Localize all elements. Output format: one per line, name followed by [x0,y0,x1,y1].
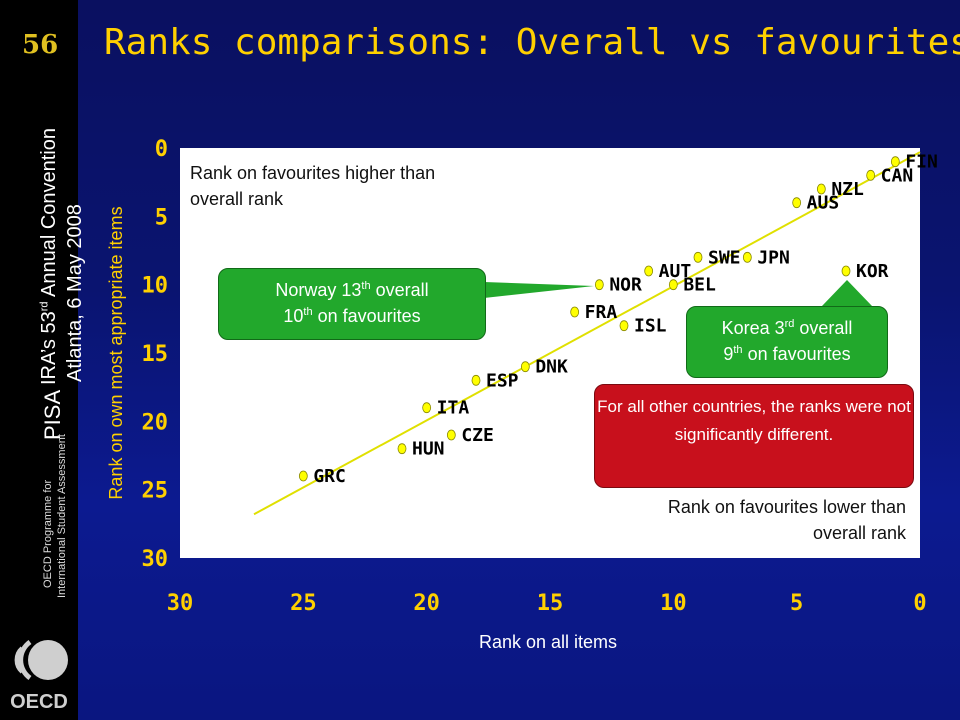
trend-line [253,151,921,516]
data-point-dnk [520,361,530,373]
data-point-nzl [816,183,826,195]
data-label-fin: FIN [905,152,938,173]
data-point-jpn [742,251,752,263]
data-point-cze [446,429,456,441]
x-tick-label: 20 [413,591,440,616]
data-label-hun: HUN [412,439,445,460]
y-tick-label: 10 [142,274,169,299]
data-point-fin [890,156,900,168]
data-point-fra [570,306,580,318]
data-label-can: CAN [881,165,914,186]
x-axis-title: Rank on all items [479,632,617,652]
data-point-kor [841,265,851,277]
lower-region-label: Rank on favourites lower than overall ra… [667,497,906,543]
x-tick-label: 0 [913,591,926,616]
y-axis-title: Rank on own most appropriate items [106,206,126,499]
data-label-nzl: NZL [831,179,864,200]
korea-callout-pointer [822,280,872,306]
slide-title: Ranks comparisons: Overall vs favourites [104,22,960,63]
data-point-esp [471,374,481,386]
data-point-swe [693,251,703,263]
page-number: 56 [22,30,59,60]
x-tick-label: 30 [167,591,194,616]
data-point-isl [619,320,629,332]
data-label-jpn: JPN [757,247,790,268]
data-label-isl: ISL [634,316,667,337]
norway-callout: Norway 13th overall 10th on favourites [218,268,486,340]
x-tick-label: 25 [290,591,317,616]
x-tick-label: 5 [790,591,803,616]
data-label-kor: KOR [856,261,889,282]
data-point-bel [668,279,678,291]
data-label-bel: BEL [683,275,716,296]
data-point-grc [298,470,308,482]
y-tick-label: 25 [142,479,169,504]
y-tick-label: 15 [142,342,169,367]
data-label-ita: ITA [437,398,470,419]
data-point-nor [594,279,604,291]
y-tick-label: 5 [155,205,168,230]
korea-callout: Korea 3rd overall 9th on favourites [686,306,888,378]
data-label-grc: GRC [313,466,346,487]
data-point-ita [422,402,432,414]
data-label-aut: AUT [659,261,692,282]
y-tick-label: 30 [142,547,169,572]
data-label-nor: NOR [609,275,642,296]
oecd-logo: OECD [10,639,68,713]
data-label-fra: FRA [585,302,618,323]
norway-callout-pointer [484,282,594,298]
x-tick-label: 15 [537,591,564,616]
data-label-cze: CZE [461,425,494,446]
data-label-dnk: DNK [535,357,568,378]
data-point-aus [792,197,802,209]
x-tick-label: 10 [660,591,687,616]
upper-region-label: Rank on favourites higher than overall r… [190,163,436,209]
data-point-aut [644,265,654,277]
data-label-aus: AUS [807,193,840,214]
sidebar: 56 IRA’s 53rd Annual Convention Atlanta,… [0,0,86,720]
y-tick-label: 20 [142,410,169,435]
data-label-swe: SWE [708,247,741,268]
data-point-can [866,169,876,181]
y-tick-label: 0 [155,137,168,162]
data-label-esp: ESP [486,370,519,391]
data-point-hun [397,443,407,455]
svg-text:OECD: OECD [10,691,68,713]
other-countries-callout: For all other countries, the ranks were … [594,384,914,488]
